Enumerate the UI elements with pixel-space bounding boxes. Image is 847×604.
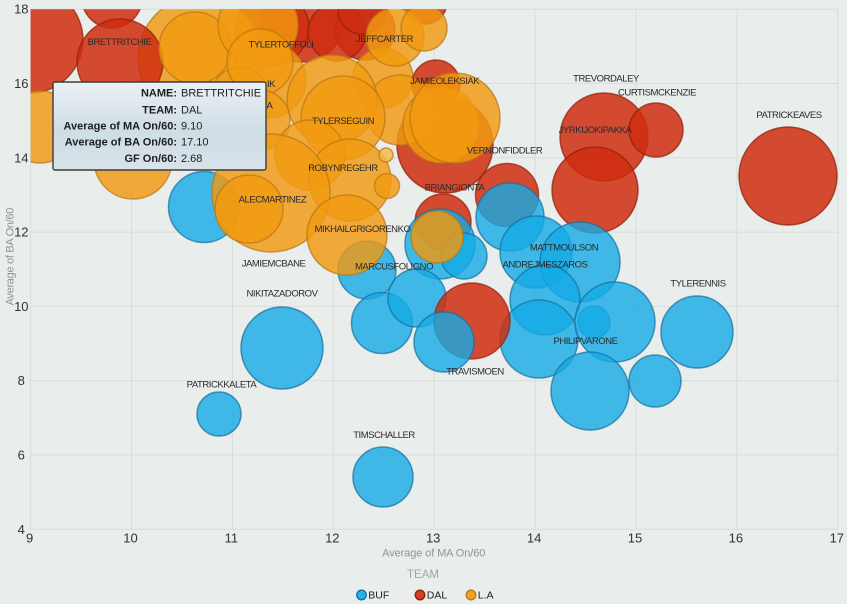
svg-text:9: 9 <box>26 531 33 546</box>
svg-text:13: 13 <box>426 531 440 546</box>
svg-text:JYRKIJOKIPAKKA: JYRKIJOKIPAKKA <box>559 125 633 136</box>
svg-text:TEAM:: TEAM: <box>142 104 177 116</box>
svg-text:18: 18 <box>14 2 28 17</box>
svg-text:15: 15 <box>628 531 642 546</box>
svg-text:17.10: 17.10 <box>181 136 209 148</box>
svg-text:DAL: DAL <box>181 104 202 116</box>
svg-text:TYLERSEGUIN: TYLERSEGUIN <box>312 116 375 127</box>
svg-text:16: 16 <box>729 531 743 546</box>
svg-text:BRIANGIONTA: BRIANGIONTA <box>425 183 486 194</box>
svg-text:9.10: 9.10 <box>181 121 202 133</box>
svg-text:14: 14 <box>527 531 541 546</box>
svg-text:DAL: DAL <box>427 590 448 602</box>
svg-text:CURTISMCKENZIE: CURTISMCKENZIE <box>618 88 696 99</box>
svg-text:6: 6 <box>18 448 25 463</box>
svg-text:NAME:: NAME: <box>141 87 177 99</box>
svg-text:ANDREJMESZAROS: ANDREJMESZAROS <box>502 260 587 271</box>
svg-text:8: 8 <box>18 373 25 388</box>
svg-text:MARCUSFOLIGNO: MARCUSFOLIGNO <box>355 262 433 273</box>
svg-text:PHILIPVARONE: PHILIPVARONE <box>553 336 617 347</box>
svg-text:BRETTRITCHIE: BRETTRITCHIE <box>181 87 261 99</box>
svg-text:12: 12 <box>325 531 339 546</box>
svg-text:10: 10 <box>14 299 28 314</box>
svg-text:11: 11 <box>225 531 239 546</box>
svg-text:JAMIEMCBANE: JAMIEMCBANE <box>242 259 306 270</box>
svg-text:MATTMOULSON: MATTMOULSON <box>530 243 599 254</box>
svg-text:Average of BA On/60:: Average of BA On/60: <box>65 136 177 148</box>
svg-text:A: A <box>267 101 274 112</box>
svg-text:TREVORDALEY: TREVORDALEY <box>573 74 640 85</box>
svg-text:MIKHAILGRIGORENKO: MIKHAILGRIGORENKO <box>315 224 411 235</box>
svg-text:NIKITAZADOROV: NIKITAZADOROV <box>246 289 318 300</box>
svg-text:4: 4 <box>18 522 25 537</box>
svg-text:12: 12 <box>14 225 28 240</box>
svg-text:Average of MA On/60:: Average of MA On/60: <box>64 121 178 133</box>
svg-text:16: 16 <box>14 76 28 91</box>
svg-text:10: 10 <box>123 531 137 546</box>
svg-text:PATRICKEAVES: PATRICKEAVES <box>756 110 821 121</box>
svg-text:ALECMARTINEZ: ALECMARTINEZ <box>239 195 307 206</box>
svg-text:BRETTRITCHIE: BRETTRITCHIE <box>88 37 152 48</box>
svg-text:JAMIEOLEKSIAK: JAMIEOLEKSIAK <box>410 76 480 87</box>
svg-text:TEAM: TEAM <box>407 569 439 581</box>
svg-text:17: 17 <box>830 531 844 546</box>
svg-text:VERNONFIDDLER: VERNONFIDDLER <box>467 146 543 157</box>
svg-text:Average of MA On/60: Average of MA On/60 <box>382 548 485 560</box>
svg-text:BUF: BUF <box>368 590 389 602</box>
svg-text:TRAVISMOEN: TRAVISMOEN <box>446 367 504 378</box>
svg-text:Average of BA On/60: Average of BA On/60 <box>4 208 16 306</box>
svg-text:JEFFCARTER: JEFFCARTER <box>356 34 414 45</box>
svg-text:PATRICKKALETA: PATRICKKALETA <box>187 380 258 391</box>
svg-text:GF On/60:: GF On/60: <box>124 153 177 165</box>
svg-text:2.68: 2.68 <box>181 153 202 165</box>
svg-text:TYLERENNIS: TYLERENNIS <box>670 279 725 290</box>
svg-text:IK: IK <box>267 79 276 90</box>
svg-text:TYLERTOFFOLI: TYLERTOFFOLI <box>249 40 314 51</box>
svg-text:L.A: L.A <box>478 590 494 602</box>
svg-text:TIMSCHALLER: TIMSCHALLER <box>353 430 415 441</box>
svg-text:ROBYNREGEHR: ROBYNREGEHR <box>308 163 378 174</box>
svg-text:14: 14 <box>14 150 28 165</box>
